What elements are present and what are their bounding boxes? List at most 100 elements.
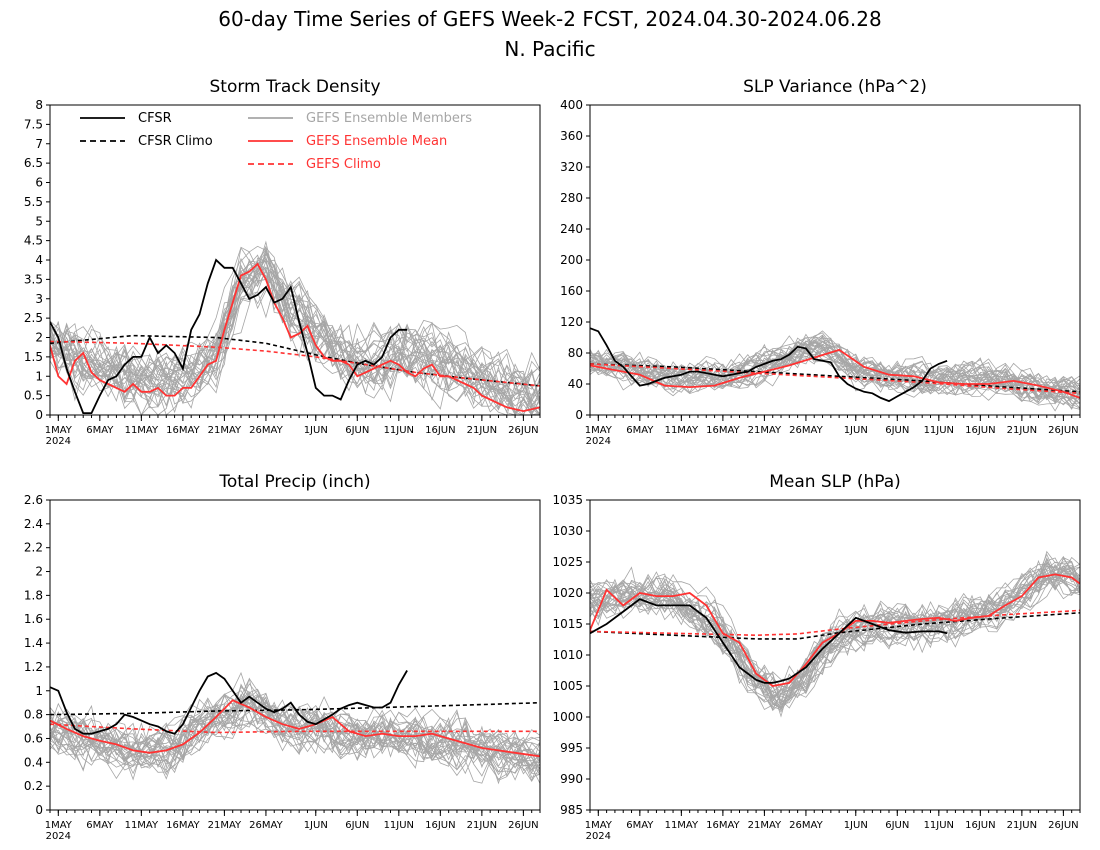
y-tick-label: 0.4 — [24, 755, 43, 769]
y-tick-label: 1.4 — [24, 636, 43, 650]
y-tick-label: 6 — [35, 176, 43, 190]
ensemble-member-line — [50, 258, 540, 415]
panels: Storm Track Density 0 0.5 1 1.5 2 2.5 3 3.5 4 4.5 5… — [24, 77, 1081, 842]
ensemble-member-line — [50, 261, 540, 409]
x-tick-label: 16MAY — [166, 820, 200, 831]
x-tick-label: 21MAY — [748, 820, 782, 831]
ensemble-member-line — [50, 704, 540, 773]
x-tick-label: 16JUN — [425, 425, 455, 436]
x-tick-label: 1MAY — [45, 820, 73, 831]
y-tick-label: 280 — [560, 191, 583, 205]
ensemble-member-line — [590, 557, 1080, 705]
x-tick-label: 21JUN — [1007, 425, 1037, 436]
x-tick-label: 26JUN — [1048, 820, 1078, 831]
x-tick-label: 6MAY — [86, 820, 114, 831]
x-tick-label: 1MAY — [585, 820, 613, 831]
x-tick-label: 11JUN — [924, 425, 954, 436]
series-lines — [50, 670, 540, 758]
panel-1: Storm Track Density 0 0.5 1 1.5 2 2.5 3 3.5 4 4.5 5… — [24, 77, 541, 447]
y-tick-label: 3.5 — [24, 272, 43, 286]
x-tick-label: 26MAY — [789, 820, 823, 831]
ensemble-member-line — [590, 342, 1080, 410]
y-tick-label: 2.4 — [24, 517, 43, 531]
panel-4: Mean SLP (hPa) 985 990 995 1000 1005 1010 1015 1… — [552, 472, 1081, 842]
x-tick-label: 6JUN — [345, 425, 369, 436]
x-tick-label: 1JUN — [304, 820, 328, 831]
y-tick-label: 160 — [560, 284, 583, 298]
panel-3: Total Precip (inch) 0 0.2 0.4 0.6 0.8 1 1.2 1.4 1… — [24, 472, 541, 842]
y-tick-label: 1 — [35, 684, 43, 698]
y-tick-label: 0.5 — [24, 389, 43, 403]
y-tick-label: 200 — [560, 253, 583, 267]
series-gefs-climo — [590, 609, 1080, 637]
y-tick-label: 2 — [35, 565, 43, 579]
x-tick-label: 6JUN — [345, 820, 369, 831]
y-tick-label: 6.5 — [24, 156, 43, 170]
y-tick-label: 240 — [560, 222, 583, 236]
x-tick-label: 11MAY — [665, 820, 699, 831]
y-tick-label: 5.5 — [24, 195, 43, 209]
y-tick-label: 0 — [575, 408, 583, 422]
x-tick-label: 16JUN — [965, 820, 995, 831]
series-gefs-climo — [590, 363, 1080, 395]
y-tick-label: 2.5 — [24, 311, 43, 325]
panel-title: Mean SLP (hPa) — [769, 472, 901, 492]
ensemble-member-line — [50, 267, 540, 413]
y-tick-label: 2.6 — [24, 493, 43, 507]
y-tick-label: 40 — [568, 377, 583, 391]
plot-frame — [589, 499, 1081, 811]
y-tick-label: 80 — [568, 346, 583, 360]
x-tick-label: 6MAY — [626, 425, 654, 436]
y-tick-label: 360 — [560, 129, 583, 143]
ensemble-member-line — [590, 339, 1080, 395]
y-tick-label: 5 — [35, 214, 43, 228]
x-tick-label: 11JUN — [384, 820, 414, 831]
x-tick-label: 1MAY — [45, 425, 73, 436]
plot-frame — [49, 499, 541, 811]
x-tick-label: 26MAY — [789, 425, 823, 436]
ensemble-member-line — [590, 332, 1080, 398]
ensemble-member-line — [590, 345, 1080, 404]
ensemble-member-line — [590, 568, 1080, 703]
y-tick-label: 0.2 — [24, 779, 43, 793]
y-tick-label: 2.2 — [24, 541, 43, 555]
x-tick-label: 11JUN — [924, 820, 954, 831]
y-tick-label: 1.6 — [24, 612, 43, 626]
ensemble-member-line — [50, 697, 540, 771]
series-gefs-climo — [50, 723, 540, 734]
x-tick-label: 1JUN — [844, 425, 868, 436]
ensemble-member-line — [50, 696, 540, 762]
y-tick-label: 1 — [35, 369, 43, 383]
panel-title: Storm Track Density — [209, 77, 380, 97]
x-tick-label: 21JUN — [467, 820, 497, 831]
y-tick-label: 990 — [560, 772, 583, 786]
series-lines — [590, 573, 1080, 687]
y-tick-label: 1030 — [552, 524, 583, 538]
y-tick-label: 1005 — [552, 679, 583, 693]
legend-label: CFSR — [138, 111, 172, 126]
ensemble-member-line — [50, 251, 540, 409]
ensemble-member-line — [50, 683, 540, 771]
series-cfsr — [50, 258, 408, 415]
series-lines — [50, 258, 540, 415]
x-tick-label: 26MAY — [249, 820, 283, 831]
legend-label: CFSR Climo — [138, 134, 213, 149]
ensemble-member-line — [50, 688, 540, 776]
series-lines — [590, 327, 1080, 403]
y-tick-label: 2 — [35, 331, 43, 345]
y-tick-label: 1020 — [552, 586, 583, 600]
y-tick-label: 1.2 — [24, 660, 43, 674]
figure-title-line1: 60-day Time Series of GEFS Week-2 FCST, … — [218, 7, 881, 31]
series-cfsr — [590, 598, 948, 684]
panel-title: SLP Variance (hPa^2) — [743, 77, 927, 97]
x-tick-label: 6MAY — [626, 820, 654, 831]
x-tick-label: 16JUN — [965, 425, 995, 436]
legend-label: GEFS Ensemble Members — [306, 111, 472, 126]
x-tick-label: 6MAY — [86, 425, 114, 436]
x-tick-label: 21JUN — [467, 425, 497, 436]
legend-label: GEFS Ensemble Mean — [306, 134, 447, 149]
y-tick-label: 1.5 — [24, 350, 43, 364]
ensemble-member-line — [50, 270, 540, 415]
x-tick-label: 26JUN — [508, 820, 538, 831]
y-tick-label: 400 — [560, 98, 583, 112]
